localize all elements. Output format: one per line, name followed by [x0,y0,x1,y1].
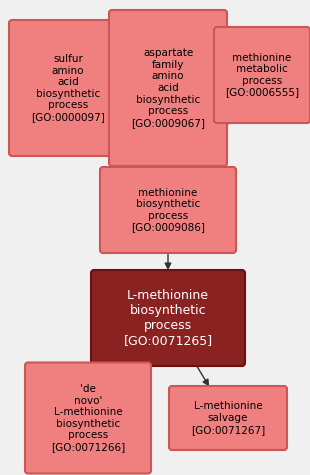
FancyBboxPatch shape [214,27,310,123]
Text: L-methionine
salvage
[GO:0071267]: L-methionine salvage [GO:0071267] [191,401,265,435]
Text: 'de
novo'
L-methionine
biosynthetic
process
[GO:0071266]: 'de novo' L-methionine biosynthetic proc… [51,384,125,452]
Text: sulfur
amino
acid
biosynthetic
process
[GO:0000097]: sulfur amino acid biosynthetic process [… [31,54,105,122]
FancyBboxPatch shape [100,167,236,253]
Text: methionine
metabolic
process
[GO:0006555]: methionine metabolic process [GO:0006555… [225,53,299,97]
FancyBboxPatch shape [25,362,151,474]
Text: L-methionine
biosynthetic
process
[GO:0071265]: L-methionine biosynthetic process [GO:00… [123,289,213,347]
FancyBboxPatch shape [9,20,127,156]
FancyBboxPatch shape [91,270,245,366]
FancyBboxPatch shape [109,10,227,166]
FancyBboxPatch shape [169,386,287,450]
Text: methionine
biosynthetic
process
[GO:0009086]: methionine biosynthetic process [GO:0009… [131,188,205,232]
Text: aspartate
family
amino
acid
biosynthetic
process
[GO:0009067]: aspartate family amino acid biosynthetic… [131,48,205,128]
